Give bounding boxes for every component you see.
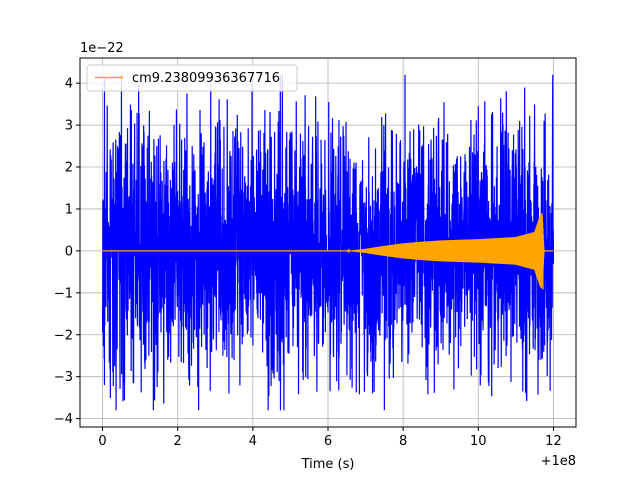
x-tick-label: 0: [98, 434, 106, 449]
x-tick-label: 12: [545, 434, 562, 449]
x-tick-label: 4: [249, 434, 257, 449]
x-tick-label: 10: [470, 434, 487, 449]
y-tick-label: 4: [65, 77, 73, 92]
series-noise-line: [101, 74, 555, 411]
x-axis-label: Time (s): [301, 457, 355, 472]
y-axis: −4 −3 −2 −1 0 1 2 3 4: [54, 77, 80, 427]
legend-entry: cm9.23809936367716: [132, 71, 280, 86]
x-tick-label: 8: [399, 434, 407, 449]
x-tick-label: 6: [324, 434, 332, 449]
y-offset-label: 1e−22: [80, 41, 124, 56]
y-tick-label: 1: [65, 202, 73, 217]
y-tick-label: 0: [65, 244, 73, 259]
legend: cm9.23809936367716: [86, 64, 298, 92]
series-chirp-line: [102, 213, 554, 290]
y-tick-label: 3: [65, 119, 73, 134]
legend-box: [86, 64, 298, 92]
x-offset-label: +1e8: [541, 454, 576, 469]
y-tick-label: −3: [54, 370, 73, 385]
x-axis: 0 2 4 6 8 10 12: [98, 427, 562, 449]
y-tick-label: −2: [54, 328, 73, 343]
y-tick-label: −1: [54, 286, 73, 301]
y-tick-label: 2: [65, 161, 73, 176]
y-tick-label: −4: [54, 412, 73, 427]
x-tick-label: 2: [174, 434, 182, 449]
